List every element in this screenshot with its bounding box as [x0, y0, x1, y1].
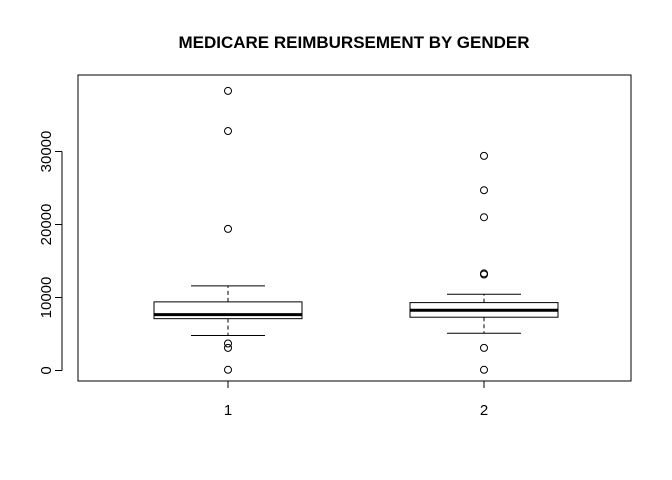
y-tick-label: 10000	[38, 277, 55, 319]
outlier-point	[224, 86, 232, 95]
y-axis: 0 10000 20000 30000	[38, 131, 63, 375]
outlier-point	[224, 365, 232, 374]
outlier-point	[224, 343, 232, 352]
outlier-point	[224, 339, 232, 348]
outlier-point	[224, 224, 232, 233]
box-group	[153, 86, 559, 374]
outlier-point	[224, 127, 232, 136]
outlier-point	[480, 151, 488, 160]
x-tick-label: 2	[480, 402, 488, 419]
outlier-point	[480, 343, 488, 352]
outlier-point	[480, 213, 488, 222]
chart-title: MEDICARE REIMBURSEMENT BY GENDER	[178, 33, 529, 52]
outlier-point	[480, 270, 488, 279]
outlier-point	[480, 365, 488, 374]
y-tick-label: 30000	[38, 131, 55, 173]
plot-frame	[77, 74, 632, 382]
outlier-point	[480, 186, 488, 195]
y-tick-label: 0	[38, 366, 55, 374]
x-tick-label: 1	[224, 402, 232, 419]
y-tick-label: 20000	[38, 204, 55, 246]
